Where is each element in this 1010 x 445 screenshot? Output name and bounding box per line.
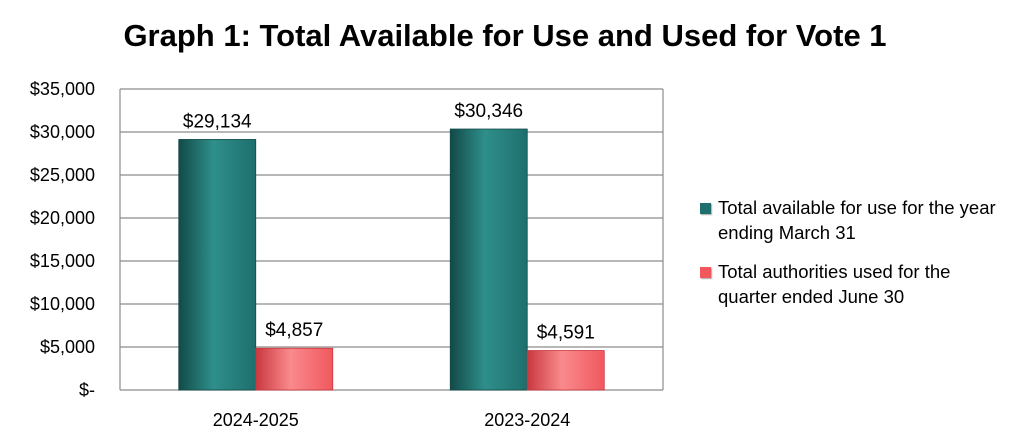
y-tick-label: $-: [79, 380, 95, 400]
data-labels: $29,134 $4,857 $30,346 $4,591: [183, 101, 595, 343]
y-axis-tick-labels: $- $5,000 $10,000 $15,000 $20,000 $25,000 $30,…: [30, 79, 95, 400]
x-tick-label: 2023-2024: [484, 410, 570, 430]
y-tick-label: $15,000: [30, 251, 95, 271]
legend-swatch-available: [700, 203, 711, 214]
legend-label-used: Total authorities used for the quarter e…: [718, 261, 951, 307]
bar-available-2024-2025: [178, 139, 257, 391]
y-tick-label: $25,000: [30, 165, 95, 185]
y-tick-label: $5,000: [40, 337, 95, 357]
legend-swatch-used: [700, 267, 711, 278]
legend-label-available: Total available for use for the year end…: [718, 197, 996, 243]
bar-available-2023-2024: [449, 128, 528, 391]
y-tick-label: $10,000: [30, 294, 95, 314]
y-tick-label: $20,000: [30, 208, 95, 228]
x-tick-label: 2024-2025: [213, 410, 299, 430]
bars: [178, 128, 605, 391]
data-label: $4,591: [537, 323, 595, 344]
bar-used-2024-2025: [255, 347, 334, 391]
x-axis-tick-labels: 2024-2025 2023-2024: [213, 410, 571, 430]
data-label: $29,134: [183, 111, 252, 132]
y-tick-label: $30,000: [30, 122, 95, 142]
legend-item-used: Total authorities used for the quarter e…: [700, 259, 1000, 309]
legend-item-available: Total available for use for the year end…: [700, 195, 1000, 245]
y-tick-label: $35,000: [30, 79, 95, 99]
legend: Total available for use for the year end…: [700, 195, 1000, 323]
data-label: $30,346: [454, 101, 523, 122]
bar-used-2023-2024: [526, 350, 605, 391]
chart-title: Graph 1: Total Available for Use and Use…: [123, 18, 887, 53]
data-label: $4,857: [265, 320, 323, 341]
